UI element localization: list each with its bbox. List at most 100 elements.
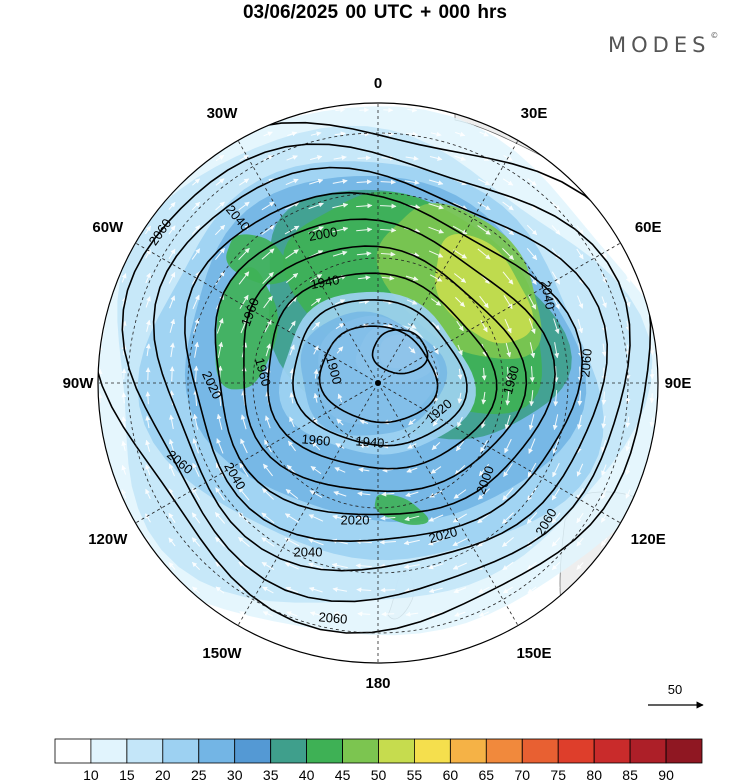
wind-vector: [312, 321, 320, 331]
wind-vector: [526, 247, 538, 261]
wind-vector: [431, 107, 441, 113]
wind-vector: [477, 225, 491, 235]
contour-1920: [292, 299, 468, 447]
wind-vector: [215, 178, 225, 186]
contour-label: 2000: [307, 224, 338, 244]
wind-vector: [261, 537, 275, 547]
wind-vector: [625, 538, 631, 547]
colorbar-box: [90, 738, 128, 764]
colorbar-box: [557, 738, 595, 764]
contour-label: 2040: [538, 279, 558, 310]
wind-vector: [383, 323, 393, 329]
wind-vector: [576, 586, 584, 594]
wind-vector: [503, 295, 513, 310]
wind-vector: [403, 564, 420, 570]
wind-vector: [452, 225, 468, 235]
wind-vector: [478, 586, 490, 594]
wind-vector: [577, 390, 583, 406]
south-pole-marker: [375, 380, 381, 386]
wind-vector: [455, 440, 465, 452]
wind-vector: [528, 318, 536, 334]
wind-vector: [527, 635, 536, 641]
wind-vector: [335, 322, 345, 330]
wind-vector: [453, 249, 468, 259]
wind-vector: [121, 320, 127, 332]
wind-vector: [309, 274, 323, 282]
wind-vector: [337, 393, 343, 403]
wind-vector: [310, 131, 322, 137]
wind-vector: [216, 438, 224, 454]
colorbar-box: [485, 738, 523, 764]
wind-vector: [455, 107, 465, 113]
wind-vector: [98, 321, 103, 331]
wind-vector: [358, 443, 369, 449]
wind-vector: [577, 414, 582, 430]
wind-vector: [601, 272, 607, 284]
wind-vector: [478, 611, 490, 617]
latitude-circle: [187, 192, 569, 574]
wind-vector: [601, 249, 607, 259]
wind-vector: [527, 178, 537, 186]
wind-vector: [380, 227, 397, 233]
wind-vector: [145, 272, 151, 284]
wind-vector: [552, 154, 560, 162]
wind-vector: [264, 415, 271, 429]
contour-1960: [243, 245, 528, 493]
wind-vector: [191, 537, 201, 547]
wind-vector: [407, 323, 417, 329]
wind-vector: [600, 513, 608, 523]
wind-vector: [168, 537, 176, 547]
wind-vector: [356, 251, 372, 257]
wind-vector: [121, 392, 127, 404]
wind-vector: [262, 488, 274, 500]
wind-vector: [191, 248, 201, 260]
wind-vector: [551, 537, 561, 547]
meridian: [237, 140, 379, 384]
wind-vector: [332, 587, 348, 592]
wind-vector: [193, 318, 200, 334]
wind-vector: [551, 201, 561, 211]
wind-vector: [504, 318, 512, 334]
wind-vector: [263, 107, 273, 113]
wind-vector: [168, 512, 176, 523]
wind-vector: [239, 294, 249, 310]
wind-vector: [216, 131, 225, 137]
wind-vector: [216, 318, 224, 334]
wind-vector: [238, 271, 250, 285]
wind-vector: [357, 611, 371, 617]
meridian: [377, 382, 621, 524]
wind-vector: [600, 202, 608, 210]
wind-vector: [625, 440, 631, 452]
longitude-label: 150W: [202, 645, 242, 662]
colorbar-label: 10: [83, 767, 99, 782]
wind-vector: [552, 414, 559, 431]
longitude-label: 90E: [665, 375, 692, 392]
wind-vector: [577, 295, 584, 309]
wind-vector: [406, 131, 418, 137]
wind-vector: [332, 226, 349, 233]
wind-vector: [264, 319, 272, 333]
wind-vector: [358, 299, 370, 305]
map-boundary: [97, 102, 659, 664]
wind-vector: [526, 512, 538, 524]
contour-label: 1980: [500, 364, 522, 396]
wind-vector: [480, 439, 488, 453]
wind-vector: [649, 393, 655, 404]
wind-vector: [625, 297, 631, 308]
wind-vector: [625, 392, 631, 404]
wind-vector: [310, 298, 322, 306]
wind-vector: [287, 131, 298, 137]
longitude-label: 90W: [63, 375, 95, 392]
wind-vector: [356, 227, 373, 233]
colorbar-label: 70: [515, 767, 531, 782]
wind-vector: [238, 537, 250, 547]
wind-vector: [262, 272, 274, 284]
wind-vector: [332, 250, 348, 257]
wind-vector: [285, 489, 299, 499]
wind-vector: [552, 294, 560, 310]
wind-vector: [289, 368, 295, 380]
wind-speed-band: [226, 234, 292, 285]
colorbar-box: [629, 738, 667, 764]
longitude-label: 0: [374, 75, 382, 92]
wind-vector: [527, 610, 537, 618]
